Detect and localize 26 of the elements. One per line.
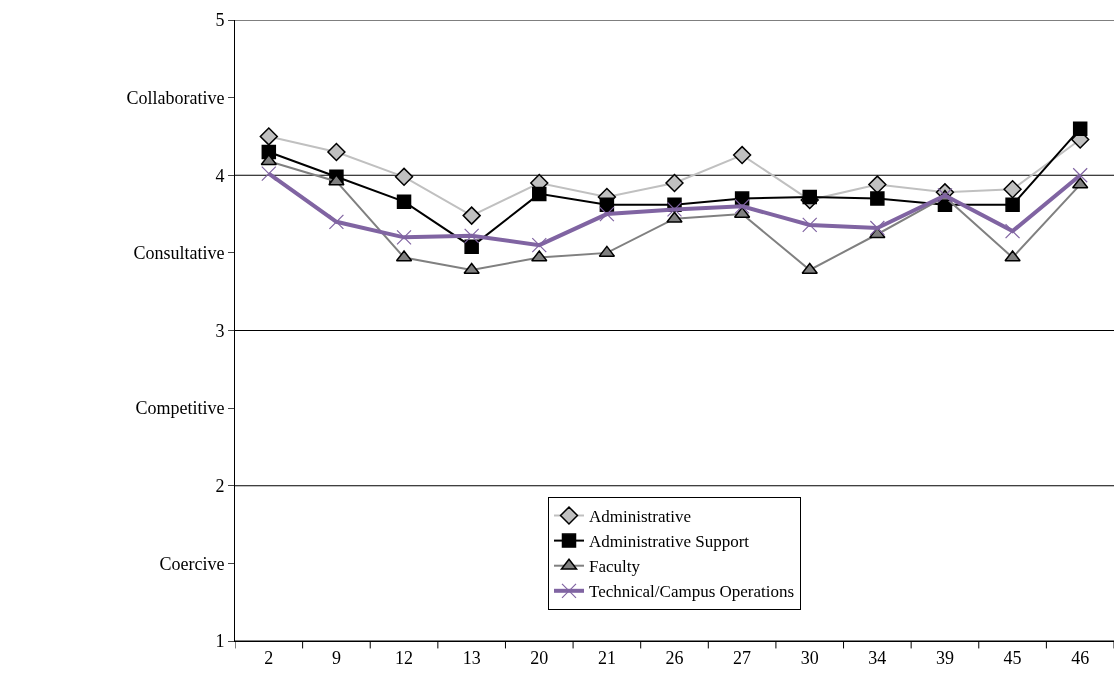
x-tick-label: 34 bbox=[868, 647, 887, 668]
y-tick-label: Competitive bbox=[135, 398, 225, 419]
x-tick-label: 30 bbox=[800, 647, 819, 668]
legend-label: Faculty bbox=[589, 557, 641, 577]
y-tick-label: 4 bbox=[215, 165, 225, 186]
x-tick-label: 45 bbox=[1003, 647, 1022, 668]
y-tick-label: 3 bbox=[215, 320, 225, 341]
legend-label: Administrative Support bbox=[589, 532, 750, 552]
y-tick-label: Collaborative bbox=[126, 87, 225, 108]
x-tick-label: 39 bbox=[935, 647, 954, 668]
legend-label: Administrative bbox=[589, 507, 691, 527]
y-tick-label: 5 bbox=[215, 10, 225, 31]
x-tick-label: 20 bbox=[530, 647, 549, 668]
legend-label: Technical/Campus Operations bbox=[589, 582, 795, 602]
y-tick-label: Coercive bbox=[159, 553, 225, 574]
x-tick-label: 21 bbox=[597, 647, 616, 668]
y-tick-label: 1 bbox=[215, 631, 225, 652]
x-tick-label: 26 bbox=[665, 647, 684, 668]
x-tick-label: 27 bbox=[733, 647, 752, 668]
x-tick-label: 9 bbox=[331, 647, 341, 668]
x-tick-label: 13 bbox=[462, 647, 481, 668]
x-tick-label: 46 bbox=[1071, 647, 1090, 668]
y-tick-label: Consultative bbox=[133, 243, 225, 264]
y-tick-label: 2 bbox=[215, 476, 225, 497]
x-tick-label: 12 bbox=[395, 647, 414, 668]
x-tick-label: 2 bbox=[264, 647, 274, 668]
